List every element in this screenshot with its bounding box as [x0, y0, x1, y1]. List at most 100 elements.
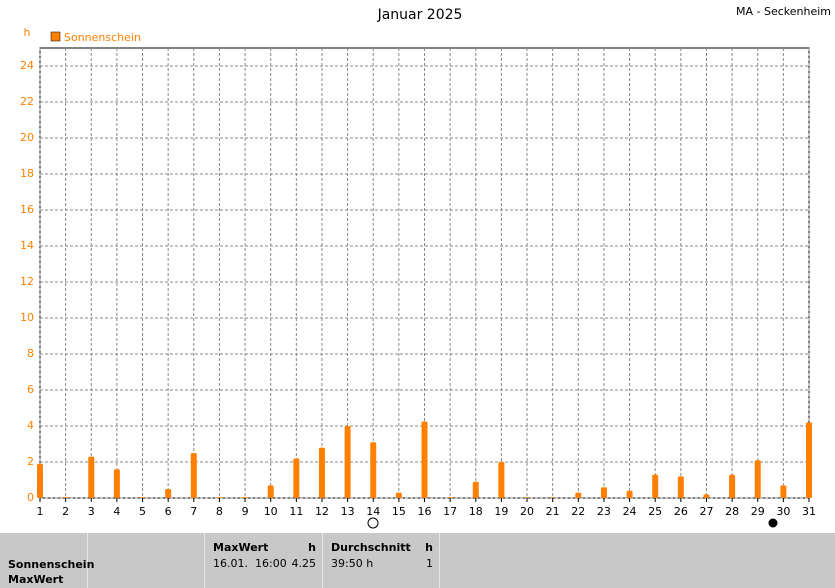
y-tick-label: 14	[20, 239, 34, 252]
bar	[293, 458, 300, 498]
x-tick-label: 6	[165, 505, 172, 518]
bar	[190, 453, 197, 498]
bar	[472, 481, 479, 498]
bar	[652, 474, 659, 498]
bar	[318, 447, 325, 498]
max-title: MaxWert	[213, 541, 269, 554]
bar	[88, 456, 95, 498]
x-tick-label: 23	[597, 505, 611, 518]
x-tick-label: 31	[802, 505, 816, 518]
bar	[549, 497, 556, 498]
legend-label: Sonnenschein	[64, 31, 141, 44]
y-tick-label: 8	[27, 347, 34, 360]
col: Sonnenschein MaxWert	[0, 533, 94, 588]
stats-table: Sonnenschein MaxWert MaxWert h 16.01. 16…	[0, 533, 835, 588]
x-tick-label: 14	[366, 505, 380, 518]
bar	[216, 497, 223, 498]
station: MA - Seckenheim	[736, 5, 831, 18]
x-tick-label: 9	[242, 505, 249, 518]
bar	[242, 497, 249, 498]
y-tick-label: 0	[27, 491, 34, 504]
x-tick-label: 29	[751, 505, 765, 518]
col	[88, 533, 205, 588]
col: MaxWert h 16.01. 16:00 4.25	[205, 533, 323, 588]
y-tick-label: 22	[20, 95, 34, 108]
bar	[139, 497, 146, 498]
bar	[729, 474, 736, 498]
x-tick-label: 26	[674, 505, 688, 518]
bar	[780, 485, 787, 498]
x-tick-label: 7	[190, 505, 197, 518]
chart: Januar 2025 MA - Seckenheim h Sonnensche…	[20, 5, 831, 529]
x-tick-label: 19	[494, 505, 508, 518]
bar	[703, 494, 710, 498]
max-value: 4.25	[291, 557, 317, 570]
bar	[421, 421, 428, 498]
x-tick-label: 8	[216, 505, 223, 518]
max-time: 16:00	[255, 557, 287, 570]
x-tick-label: 5	[139, 505, 146, 518]
bar	[62, 497, 69, 498]
x-tick-label: 16	[418, 505, 432, 518]
x-tick-label: 11	[289, 505, 303, 518]
avg-count: 1	[426, 557, 433, 570]
x-tick-label: 21	[546, 505, 560, 518]
x-tick-label: 22	[571, 505, 585, 518]
bar	[498, 462, 505, 498]
x-tick-label: 18	[469, 505, 483, 518]
bar	[806, 422, 812, 498]
y-tick-label: 18	[20, 167, 34, 180]
bar	[626, 490, 633, 498]
x-tick-label: 2	[62, 505, 69, 518]
x-tick-label: 12	[315, 505, 329, 518]
max-unit: h	[308, 541, 316, 554]
row-label: Sonnenschein	[8, 558, 95, 571]
col: Durchschnitt h 39:50 h 1	[323, 533, 440, 588]
bar	[395, 492, 402, 498]
y-tick-label: 2	[27, 455, 34, 468]
y-tick-label: 12	[20, 275, 34, 288]
bar	[600, 487, 607, 498]
y-tick-label: 16	[20, 203, 34, 216]
x-tick-label: 15	[392, 505, 406, 518]
y-tick-label: 4	[27, 419, 34, 432]
x-tick-label: 17	[443, 505, 457, 518]
avg-unit: h	[425, 541, 433, 554]
row-label: MaxWert	[8, 573, 64, 586]
x-tick-label: 10	[264, 505, 278, 518]
avg-value: 39:50 h	[331, 557, 374, 570]
x-tick-label: 1	[37, 505, 44, 518]
y-tick-label: 20	[20, 131, 34, 144]
x-tick-label: 24	[623, 505, 637, 518]
bar	[344, 426, 351, 498]
bar	[113, 469, 120, 498]
x-tick-label: 30	[776, 505, 790, 518]
y-axis-label: h	[24, 26, 31, 39]
bar	[267, 485, 274, 498]
x-tick-label: 27	[699, 505, 713, 518]
bar	[37, 463, 43, 498]
x-tick-label: 3	[88, 505, 95, 518]
y-tick-label: 10	[20, 311, 34, 324]
bar	[575, 492, 582, 498]
avg-title: Durchschnitt	[331, 541, 411, 554]
bar	[677, 476, 684, 498]
moon-full	[768, 518, 778, 528]
bar	[447, 497, 454, 498]
x-tick-label: 25	[648, 505, 662, 518]
y-tick-label: 6	[27, 383, 34, 396]
bar	[754, 460, 761, 498]
max-date: 16.01.	[213, 557, 248, 570]
x-tick-label: 20	[520, 505, 534, 518]
x-tick-label: 28	[725, 505, 739, 518]
moon-new	[367, 517, 379, 529]
y-tick-label: 24	[20, 59, 34, 72]
bar	[370, 442, 377, 498]
x-tick-label: 4	[113, 505, 120, 518]
chart-title: Januar 2025	[377, 7, 463, 23]
bar	[165, 489, 172, 498]
x-tick-label: 13	[341, 505, 355, 518]
legend-swatch	[50, 31, 61, 42]
bar	[524, 497, 531, 498]
